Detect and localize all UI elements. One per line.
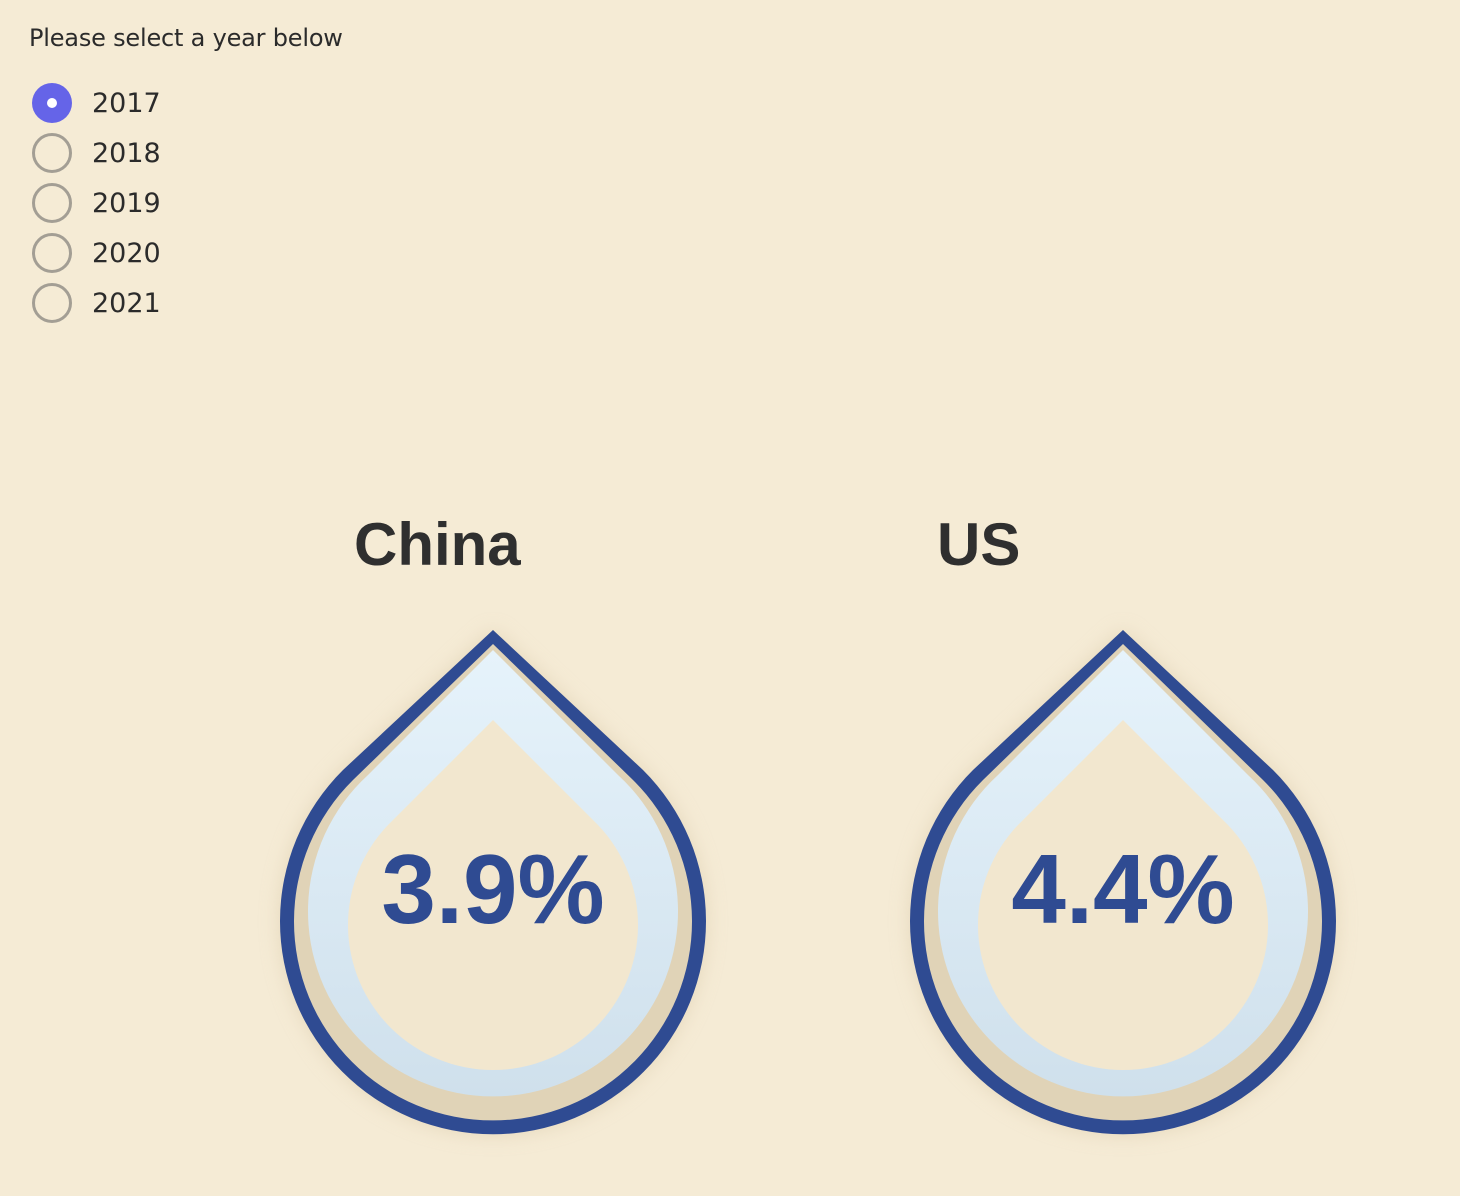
year-radio-group: 2017 2018 2019 2020 2021 — [32, 83, 161, 333]
drop-value: 3.9% — [381, 834, 604, 944]
radio-button[interactable] — [32, 83, 72, 123]
radio-label: 2021 — [92, 287, 161, 319]
drop-title: US — [937, 511, 1021, 578]
radio-option-2021[interactable]: 2021 — [32, 283, 161, 323]
drop-hollow — [348, 720, 638, 1070]
radio-label: 2020 — [92, 237, 161, 269]
radio-option-2020[interactable]: 2020 — [32, 233, 161, 273]
radio-label: 2017 — [92, 87, 161, 119]
radio-option-2019[interactable]: 2019 — [32, 183, 161, 223]
radio-label: 2019 — [92, 187, 161, 219]
drop-title: China — [354, 511, 521, 578]
radio-option-2017[interactable]: 2017 — [32, 83, 161, 123]
radio-option-2018[interactable]: 2018 — [32, 133, 161, 173]
radio-button[interactable] — [32, 183, 72, 223]
drop-value: 4.4% — [1011, 834, 1234, 944]
radio-button[interactable] — [32, 283, 72, 323]
year-prompt: Please select a year below — [29, 24, 343, 52]
water-drop-gauge: 4.4% — [910, 630, 1336, 1135]
water-drop-gauge: 3.9% — [280, 630, 706, 1135]
radio-button[interactable] — [32, 233, 72, 273]
radio-button[interactable] — [32, 133, 72, 173]
drop-hollow — [978, 720, 1268, 1070]
radio-label: 2018 — [92, 137, 161, 169]
